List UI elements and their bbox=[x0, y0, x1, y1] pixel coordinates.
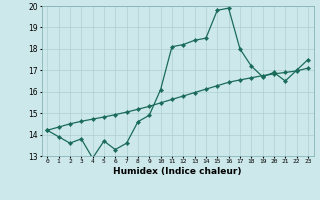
X-axis label: Humidex (Indice chaleur): Humidex (Indice chaleur) bbox=[113, 167, 242, 176]
